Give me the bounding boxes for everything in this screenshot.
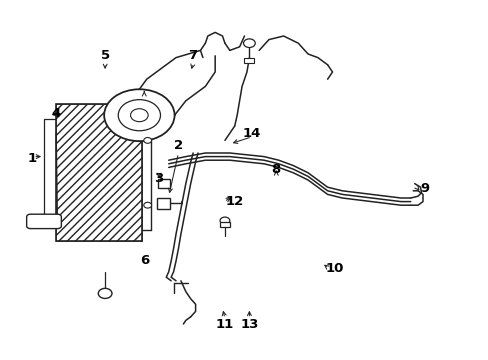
Bar	[56, 104, 142, 241]
Text: 2: 2	[174, 139, 183, 152]
Text: 14: 14	[242, 127, 261, 140]
Text: 6: 6	[140, 255, 148, 267]
Bar	[244, 58, 254, 63]
Bar	[158, 179, 169, 188]
Text: 3: 3	[154, 172, 163, 185]
Circle shape	[98, 288, 112, 298]
Text: 7: 7	[188, 49, 197, 62]
Bar	[56, 104, 142, 241]
Circle shape	[118, 100, 160, 131]
Circle shape	[220, 217, 229, 224]
Text: 5: 5	[101, 49, 109, 62]
Circle shape	[143, 202, 151, 208]
Bar	[30, 217, 58, 226]
Text: 13: 13	[240, 318, 258, 330]
Text: 4: 4	[52, 107, 61, 120]
Bar	[220, 222, 229, 227]
Circle shape	[143, 138, 151, 143]
Circle shape	[130, 109, 148, 122]
Circle shape	[243, 39, 255, 48]
Bar	[157, 198, 170, 209]
FancyBboxPatch shape	[26, 214, 61, 229]
Text: 8: 8	[271, 163, 280, 176]
Text: 10: 10	[325, 262, 344, 275]
Text: 1: 1	[27, 152, 36, 165]
Text: 9: 9	[420, 183, 429, 195]
Text: 11: 11	[215, 318, 234, 330]
Text: 12: 12	[225, 195, 244, 208]
Circle shape	[104, 89, 174, 141]
